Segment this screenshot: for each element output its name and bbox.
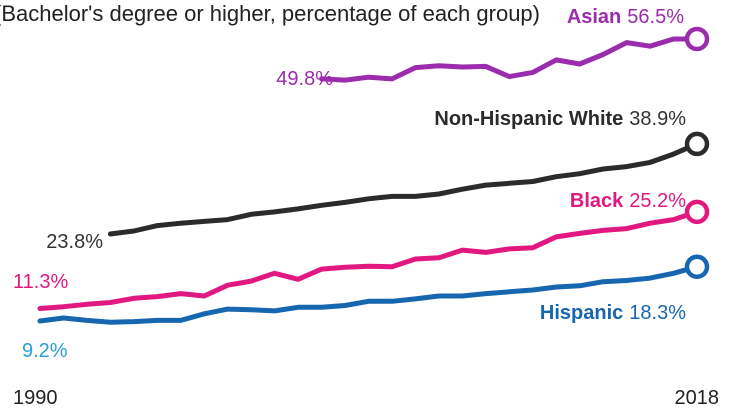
- series-hispanic: Hispanic 18.3% 9.2%: [22, 254, 710, 362]
- end-marker-black: [684, 199, 710, 225]
- end-marker-non-hispanic-white: [684, 131, 710, 157]
- end-label-black: Black 25.2%: [570, 190, 686, 212]
- end-value-asian: 56.5%: [627, 6, 684, 28]
- series-line-black: [37, 209, 700, 311]
- series-name-black: Black: [570, 190, 624, 212]
- series-non-hispanic-white: Non-Hispanic White 38.9% 23.8%: [46, 108, 710, 253]
- series-line-non-hispanic-white: [107, 141, 700, 237]
- series-name-hispanic: Hispanic: [540, 302, 623, 324]
- start-value-black: 11.3%: [13, 271, 68, 293]
- chart-subtitle: (Bachelor's degree or higher, percentage…: [0, 1, 540, 26]
- end-value-non-hispanic-white: 38.9%: [629, 108, 686, 130]
- end-label-hispanic: Hispanic 18.3%: [540, 302, 686, 324]
- end-label-asian: Asian 56.5%: [567, 6, 684, 28]
- end-label-non-hispanic-white: Non-Hispanic White 38.9%: [434, 108, 686, 130]
- end-value-black: 25.2%: [629, 190, 686, 212]
- series-name-non-hispanic-white: Non-Hispanic White: [434, 108, 623, 130]
- series-line-asian: [319, 36, 700, 83]
- start-value-non-hispanic-white: 23.8%: [46, 231, 103, 253]
- x-tick-label-end: 2018: [675, 387, 720, 408]
- end-marker-asian: [684, 26, 710, 52]
- start-value-hispanic: 9.2%: [22, 340, 68, 362]
- series-name-asian: Asian: [567, 6, 621, 28]
- end-marker-hispanic: [684, 254, 710, 279]
- series-layer: Asian 56.5% 49.8% Non-Hispanic White 38.9% 23…: [13, 6, 710, 362]
- end-value-hispanic: 18.3%: [629, 302, 686, 324]
- series-asian: Asian 56.5% 49.8%: [276, 6, 710, 90]
- series-black: Black 25.2% 11.3%: [13, 190, 710, 311]
- x-tick-label-start: 1990: [13, 387, 58, 408]
- start-value-asian: 49.8%: [276, 68, 333, 90]
- series-line-hispanic: [37, 264, 700, 325]
